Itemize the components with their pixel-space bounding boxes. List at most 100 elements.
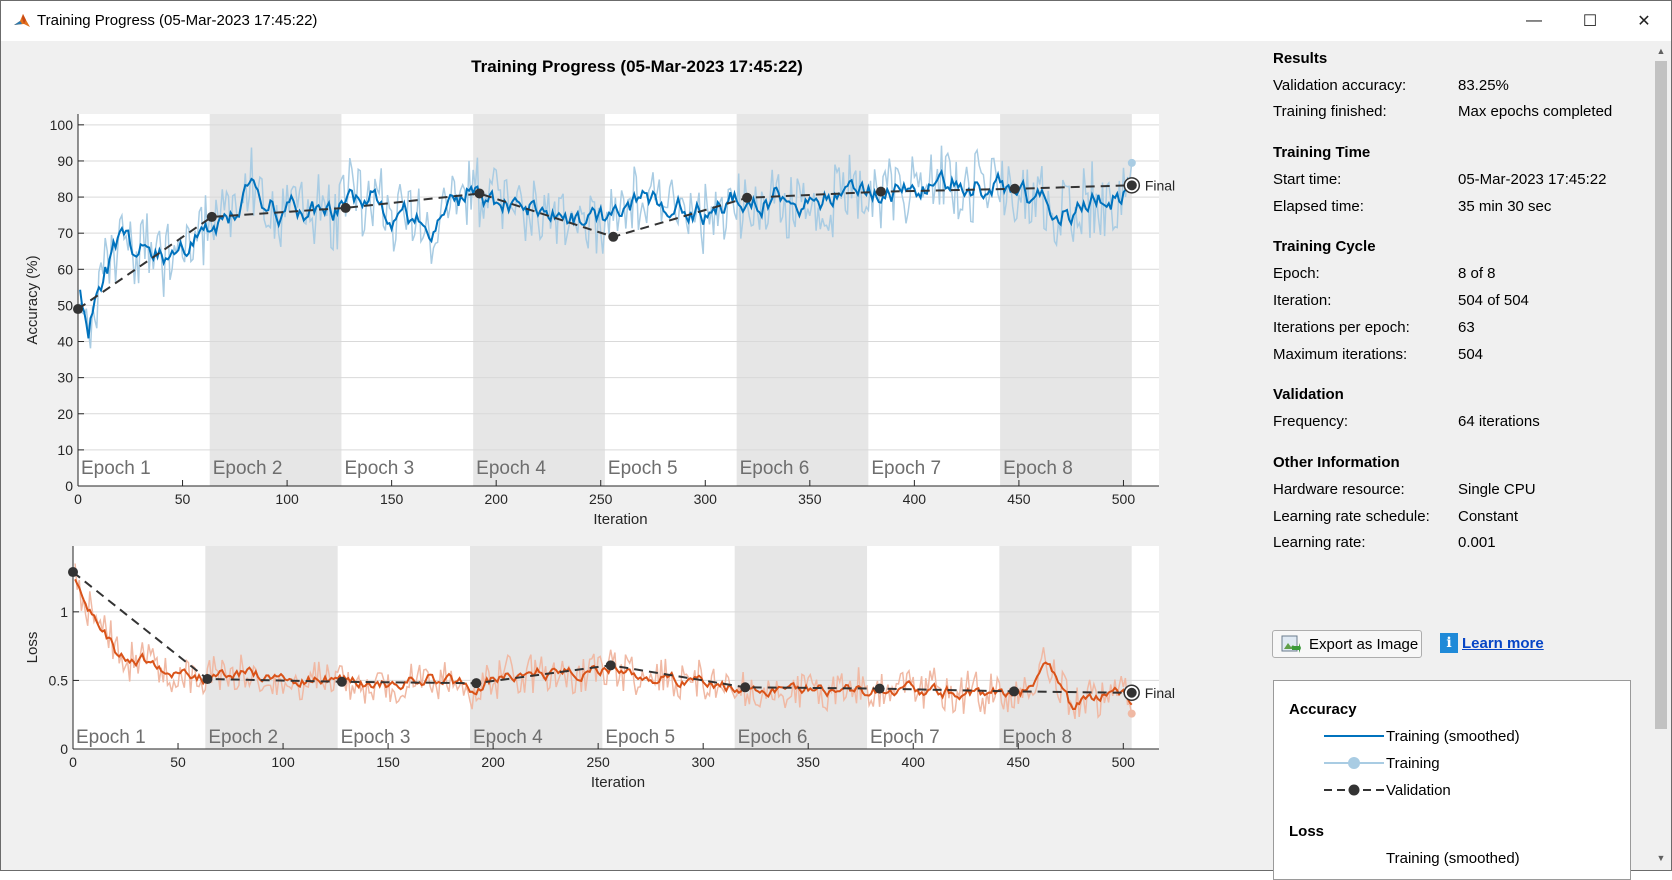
learn-more-link[interactable]: Learn more bbox=[1462, 634, 1544, 652]
epoch-label: Epoch 6 bbox=[740, 458, 810, 479]
other-information-title: Other Information bbox=[1273, 454, 1400, 471]
epoch-label: Epoch 5 bbox=[608, 458, 678, 479]
export-as-image-button[interactable]: Export as Image bbox=[1272, 630, 1422, 658]
validation-point bbox=[340, 202, 351, 213]
validation-point bbox=[1009, 686, 1020, 697]
epoch-label: Epoch 3 bbox=[341, 727, 411, 748]
y-tick-label: 50 bbox=[57, 297, 73, 313]
learning-rate-schedule-value: Constant bbox=[1458, 508, 1519, 525]
x-tick-label: 250 bbox=[589, 491, 613, 507]
epoch-shade-band bbox=[999, 546, 1132, 749]
training-finished-label: Training finished: bbox=[1273, 103, 1387, 120]
y-tick-label: 90 bbox=[57, 153, 73, 169]
validation-point bbox=[608, 231, 619, 242]
validation-accuracy-label: Validation accuracy: bbox=[1273, 77, 1407, 94]
frequency-value: 64 iterations bbox=[1458, 413, 1540, 430]
iterations-per-epoch-value: 63 bbox=[1458, 319, 1475, 336]
epoch-label: Epoch 1 bbox=[81, 458, 151, 479]
hardware-resource-label: Hardware resource: bbox=[1273, 481, 1405, 498]
legend-loss-training-smoothed-label: Training (smoothed) bbox=[1386, 850, 1520, 867]
info-panel: Results Validation accuracy: 83.25% Trai… bbox=[1241, 41, 1651, 880]
matlab-logo-icon bbox=[14, 14, 30, 27]
epoch-shade-band bbox=[1000, 114, 1132, 486]
training-time-title: Training Time bbox=[1273, 144, 1371, 161]
legend-validation-marker bbox=[1348, 784, 1360, 796]
validation-point bbox=[605, 660, 616, 671]
x-tick-label: 500 bbox=[1112, 491, 1136, 507]
learning-rate-value: 0.001 bbox=[1458, 534, 1496, 551]
validation-point bbox=[742, 192, 753, 203]
y-tick-label: 0.5 bbox=[49, 672, 69, 688]
x-tick-label: 250 bbox=[586, 754, 610, 770]
validation-accuracy-value: 83.25% bbox=[1458, 77, 1509, 94]
x-tick-label: 200 bbox=[485, 491, 509, 507]
elapsed-time-value: 35 min 30 sec bbox=[1458, 198, 1552, 215]
epoch-label: Epoch: bbox=[1273, 265, 1320, 282]
title-bar: Training Progress (05-Mar-2023 17:45:22)… bbox=[1, 1, 1671, 41]
x-tick-label: 50 bbox=[170, 754, 186, 770]
scrollbar-thumb[interactable] bbox=[1655, 61, 1667, 729]
legend-accuracy-swatches bbox=[1324, 735, 1384, 796]
scroll-down-icon[interactable]: ▼ bbox=[1656, 853, 1666, 863]
epoch-label: Epoch 2 bbox=[208, 727, 278, 748]
learn-more-link-container: i Learn more bbox=[1440, 633, 1544, 653]
validation-title: Validation bbox=[1273, 386, 1344, 403]
y-tick-label: 80 bbox=[57, 189, 73, 205]
info-icon: i bbox=[1440, 633, 1458, 653]
vertical-scrollbar[interactable]: ▲ ▼ bbox=[1651, 41, 1671, 870]
scroll-up-icon[interactable]: ▲ bbox=[1656, 46, 1666, 56]
legend-training-smoothed-label: Training (smoothed) bbox=[1386, 728, 1520, 745]
y-tick-label: 10 bbox=[57, 442, 73, 458]
epoch-label: Epoch 7 bbox=[871, 458, 941, 479]
maximum-iterations-label: Maximum iterations: bbox=[1273, 346, 1408, 363]
validation-point bbox=[336, 676, 347, 687]
y-tick-label: 1 bbox=[60, 604, 68, 620]
epoch-shade-band bbox=[736, 114, 869, 486]
x-tick-label: 0 bbox=[74, 491, 82, 507]
y-tick-label: 20 bbox=[57, 406, 73, 422]
final-label: Final bbox=[1145, 177, 1175, 193]
epoch-value: 8 of 8 bbox=[1458, 265, 1496, 282]
learning-rate-label: Learning rate: bbox=[1273, 534, 1366, 551]
epoch-label: Epoch 3 bbox=[344, 458, 414, 479]
learning-rate-schedule-label: Learning rate schedule: bbox=[1273, 508, 1430, 525]
x-tick-label: 400 bbox=[902, 754, 926, 770]
frequency-label: Frequency: bbox=[1273, 413, 1349, 430]
final-marker bbox=[1126, 687, 1137, 698]
epoch-label: Epoch 4 bbox=[473, 727, 543, 748]
hardware-resource-value: Single CPU bbox=[1458, 481, 1536, 498]
legend-training-label: Training bbox=[1386, 755, 1440, 772]
maximize-button[interactable]: ☐ bbox=[1561, 1, 1619, 41]
training-last-point bbox=[1127, 709, 1136, 718]
close-button[interactable]: ✕ bbox=[1615, 1, 1672, 41]
epoch-shade-band bbox=[209, 114, 342, 486]
x-tick-label: 350 bbox=[797, 754, 821, 770]
x-tick-label: 100 bbox=[275, 491, 299, 507]
x-tick-label: 500 bbox=[1112, 754, 1136, 770]
x-tick-label: 50 bbox=[175, 491, 191, 507]
loss-chart: 0 50 100 150 200 250 300 350 400 450 500 0 0.5 1 Itera… bbox=[24, 546, 1175, 791]
validation-point bbox=[474, 188, 485, 199]
training-cycle-title: Training Cycle bbox=[1273, 238, 1376, 255]
validation-point bbox=[202, 674, 213, 685]
elapsed-time-label: Elapsed time: bbox=[1273, 198, 1364, 215]
start-time-value: 05-Mar-2023 17:45:22 bbox=[1458, 171, 1607, 188]
epoch-shade-band bbox=[734, 546, 868, 749]
validation-point bbox=[740, 682, 751, 693]
y-tick-label: 60 bbox=[57, 261, 73, 277]
validation-point bbox=[68, 567, 78, 578]
x-tick-label: 200 bbox=[481, 754, 505, 770]
training-last-point bbox=[1127, 158, 1136, 167]
x-tick-label: 150 bbox=[376, 754, 400, 770]
minimize-button[interactable]: — bbox=[1505, 1, 1563, 41]
x-axis-label: Iteration bbox=[591, 774, 645, 791]
epoch-label: Epoch 2 bbox=[213, 458, 283, 479]
maximum-iterations-value: 504 bbox=[1458, 346, 1484, 363]
start-time-label: Start time: bbox=[1273, 171, 1342, 188]
validation-point bbox=[875, 186, 886, 197]
x-tick-label: 300 bbox=[694, 491, 718, 507]
iteration-value: 504 of 504 bbox=[1458, 292, 1529, 309]
epoch-label: Epoch 7 bbox=[870, 727, 940, 748]
iterations-per-epoch-label: Iterations per epoch: bbox=[1273, 319, 1410, 336]
